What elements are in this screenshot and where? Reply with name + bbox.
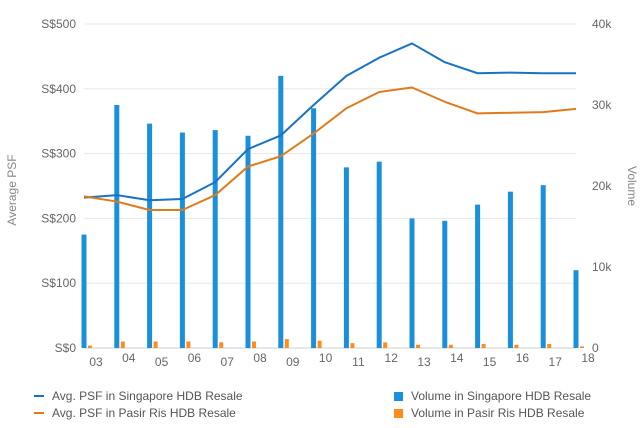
- x-tick-label: 14: [450, 351, 464, 365]
- bar-volume-pasir-ris[interactable]: [547, 343, 552, 348]
- bar-volume-singapore[interactable]: [147, 123, 153, 348]
- legend-label: Avg. PSF in Pasir Ris HDB Resale: [52, 406, 236, 420]
- legend-label: Avg. PSF in Singapore HDB Resale: [52, 389, 243, 403]
- legend-swatch: [34, 412, 44, 414]
- legend-item-psf-singapore[interactable]: Avg. PSF in Singapore HDB Resale: [34, 389, 243, 403]
- bar-volume-singapore[interactable]: [179, 132, 185, 348]
- bar-volume-pasir-ris[interactable]: [383, 342, 388, 348]
- bar-volume-singapore[interactable]: [573, 270, 579, 348]
- y-right-tick-label: 10k: [592, 260, 612, 274]
- right-axis-title: Volume: [625, 166, 639, 206]
- bar-volume-singapore[interactable]: [540, 185, 546, 348]
- bar-volume-pasir-ris[interactable]: [317, 340, 322, 348]
- bar-volume-pasir-ris[interactable]: [120, 341, 125, 348]
- x-tick-label: 05: [155, 355, 169, 369]
- bar-volume-singapore[interactable]: [81, 234, 87, 348]
- x-tick-label: 03: [89, 355, 103, 369]
- right-axis-ticks: 0 10k 20k 30k 40k: [592, 17, 612, 355]
- bar-volume-singapore[interactable]: [343, 167, 349, 348]
- bar-volume-pasir-ris[interactable]: [186, 341, 191, 348]
- bar-volume-singapore[interactable]: [278, 75, 284, 348]
- y-left-tick-label: S$300: [41, 147, 76, 161]
- legend-label: Volume in Singapore HDB Resale: [411, 389, 592, 403]
- bar-volume-pasir-ris[interactable]: [580, 346, 584, 348]
- x-tick-label: 16: [516, 351, 530, 365]
- line-psf-singapore[interactable]: [83, 42, 576, 202]
- y-right-tick-label: 40k: [592, 17, 612, 31]
- y-left-tick-label: S$100: [41, 276, 76, 290]
- bar-volume-singapore[interactable]: [442, 220, 448, 348]
- bar-volume-singapore[interactable]: [311, 108, 317, 349]
- bar-volume-pasir-ris[interactable]: [219, 342, 224, 348]
- bar-volume-pasir-ris[interactable]: [284, 339, 289, 348]
- x-tick-label: 07: [221, 355, 235, 369]
- left-axis-ticks: S$0 S$100 S$200 S$300 S$400 S$500: [41, 17, 76, 355]
- grid-lines: [84, 23, 576, 349]
- bar-volume-singapore[interactable]: [376, 161, 382, 348]
- lines-layer: [83, 42, 577, 211]
- x-tick-label: 04: [122, 351, 136, 365]
- x-tick-label: 09: [286, 355, 300, 369]
- x-tick-label: 18: [581, 351, 595, 365]
- legend-item-volume-singapore[interactable]: Volume in Singapore HDB Resale: [394, 389, 591, 403]
- legend-swatch: [34, 395, 44, 397]
- bar-volume-singapore[interactable]: [507, 191, 513, 348]
- bar-volume-pasir-ris[interactable]: [350, 343, 355, 348]
- legend-swatch: [394, 408, 403, 418]
- legend-swatch: [394, 391, 403, 401]
- bar-volume-pasir-ris[interactable]: [88, 345, 92, 348]
- bar-volume-pasir-ris[interactable]: [416, 344, 420, 348]
- x-tick-label: 15: [483, 355, 497, 369]
- x-tick-label: 08: [253, 351, 267, 365]
- x-tick-label: 06: [188, 351, 202, 365]
- bar-volume-pasir-ris[interactable]: [448, 344, 453, 348]
- bar-volume-pasir-ris[interactable]: [481, 343, 486, 348]
- bar-volume-singapore[interactable]: [475, 204, 481, 348]
- legend-label: Volume in Pasir Ris HDB Resale: [411, 406, 585, 420]
- bar-volume-singapore[interactable]: [212, 130, 218, 348]
- y-left-tick-label: S$400: [41, 82, 76, 96]
- x-tick-label: 12: [385, 351, 399, 365]
- x-tick-label: 10: [319, 351, 333, 365]
- bar-volume-pasir-ris[interactable]: [514, 344, 519, 348]
- y-right-tick-label: 20k: [592, 179, 612, 193]
- bar-volume-singapore[interactable]: [245, 135, 251, 348]
- y-left-tick-label: S$0: [55, 341, 77, 355]
- legend-item-psf-pasir-ris[interactable]: Avg. PSF in Pasir Ris HDB Resale: [34, 406, 236, 420]
- bar-volume-pasir-ris[interactable]: [252, 341, 256, 348]
- line-psf-pasir-ris[interactable]: [83, 86, 577, 211]
- x-tick-label: 13: [417, 355, 431, 369]
- y-right-tick-label: 0: [592, 341, 599, 355]
- x-tick-label: 17: [549, 355, 563, 369]
- x-tick-label: 11: [352, 355, 365, 369]
- x-axis-ticks: 03 04 05 06 07 08 09 10 11 12 13 14 15 16 17 18: [89, 351, 595, 369]
- y-right-tick-label: 30k: [592, 98, 612, 112]
- bar-volume-pasir-ris[interactable]: [153, 341, 158, 348]
- bars-layer: [81, 75, 584, 349]
- y-left-tick-label: S$500: [41, 17, 76, 31]
- bar-volume-singapore[interactable]: [409, 218, 415, 348]
- left-axis-title: Average PSF: [5, 154, 19, 225]
- bar-volume-singapore[interactable]: [114, 105, 120, 348]
- legend-item-volume-pasir-ris[interactable]: Volume in Pasir Ris HDB Resale: [394, 406, 584, 420]
- y-left-tick-label: S$200: [41, 211, 76, 225]
